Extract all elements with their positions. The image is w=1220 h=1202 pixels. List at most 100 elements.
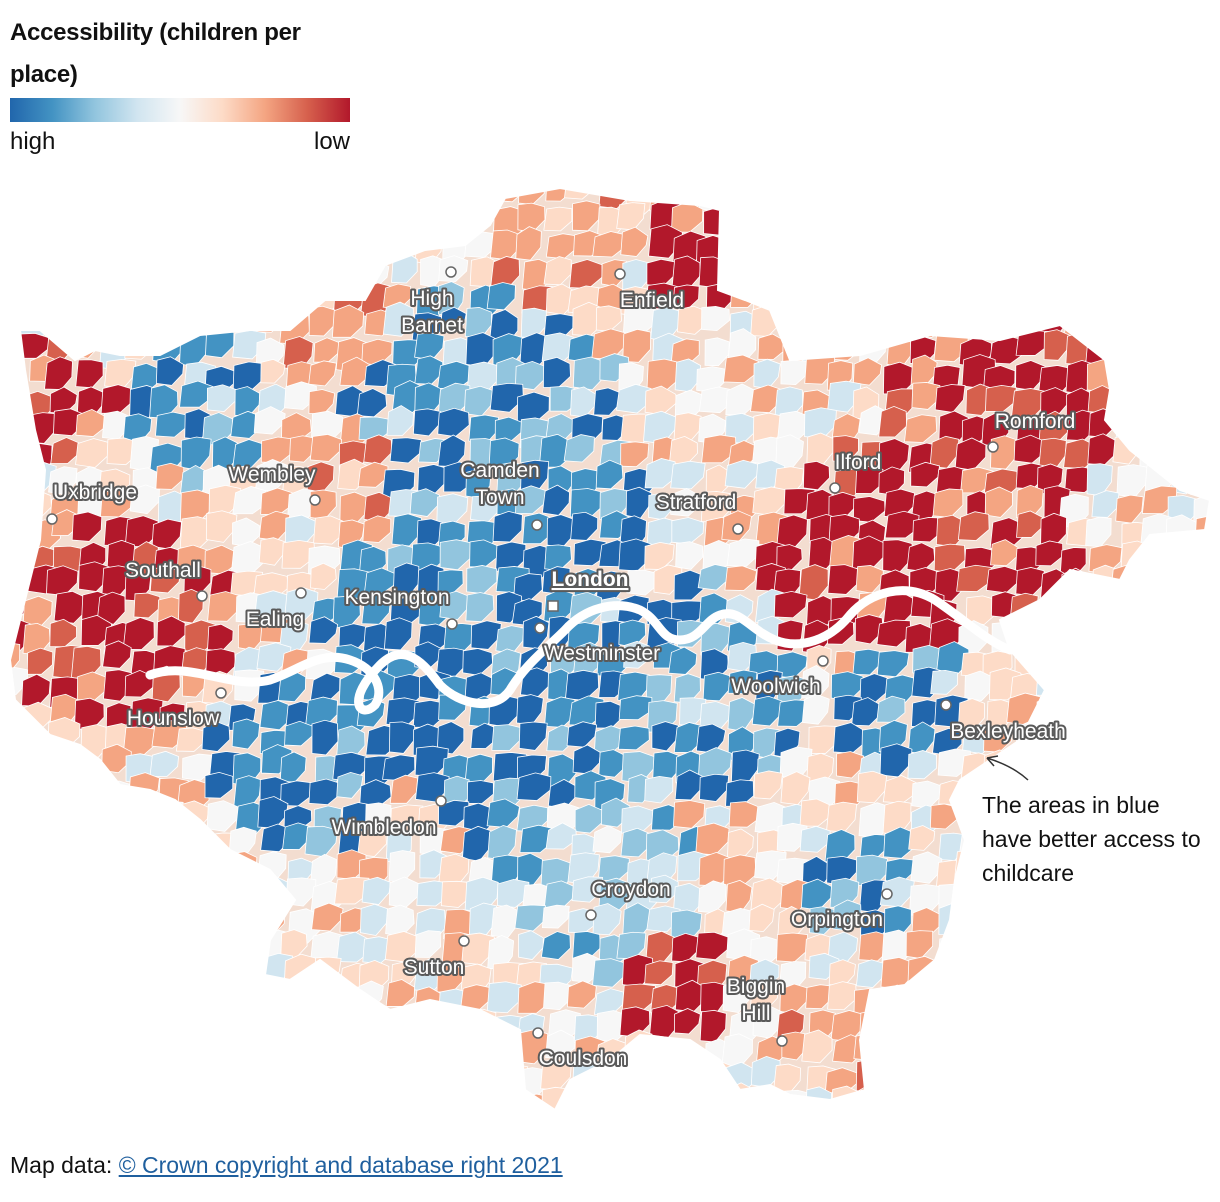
area-cell [1089,641,1120,675]
area-cell [287,285,315,314]
uxbridge-marker [46,513,58,525]
area-cell [618,725,650,751]
area-cell [1113,1061,1145,1092]
area-cell [1011,751,1040,782]
area-cell [154,800,184,827]
area-cell [412,1058,442,1084]
area-cell [385,904,415,937]
area-cell [1144,280,1180,316]
legend-low-label: low [313,128,350,155]
area-cell [1165,381,1200,411]
area-cell [174,255,206,284]
area-cell [1170,1065,1201,1100]
ilford-marker [829,482,841,494]
area-cell [878,984,914,1015]
area-cell [1168,902,1195,935]
area-cell [853,1032,889,1062]
area-cell [962,932,993,971]
area-cell [260,230,293,260]
area-cell [1116,904,1145,936]
area-cell [800,1116,827,1143]
area-cell [1012,199,1042,230]
area-cell [253,279,284,311]
area-cell [207,623,234,652]
area-cell [183,188,211,216]
area-cell [1092,200,1126,230]
area-cell [828,959,856,987]
orpington-label: Orpington [791,908,883,931]
area-cell [152,231,184,260]
area-cell [1194,306,1210,341]
area-cell [1088,960,1120,989]
crown-copyright-link[interactable]: © Crown copyright and database right 202… [118,1152,563,1178]
area-cell [231,200,263,235]
area-cell [1167,620,1194,652]
area-cell [181,1066,211,1097]
area-cell [25,930,52,964]
area-cell [957,1031,991,1067]
area-cell [1165,311,1197,340]
area-cell [1193,383,1210,415]
area-cell [905,930,934,959]
area-cell [1014,188,1046,205]
area-cell [673,673,701,704]
wembley-marker [309,494,321,506]
area-cell [1121,1038,1149,1073]
area-cell [643,1037,673,1071]
area-cell [76,983,111,1015]
area-cell [1122,596,1153,631]
enfield-marker [614,268,626,280]
area-cell [860,278,891,309]
area-cell [131,253,166,286]
area-cell [541,484,570,516]
area-cell [462,188,493,212]
area-cell [201,721,231,752]
area-cell [77,1037,106,1066]
area-cell [102,188,131,212]
area-cell [545,1120,579,1151]
area-cell [339,1032,372,1062]
area-cell [229,980,264,1013]
area-cell [106,956,132,985]
area-cell [69,900,102,935]
sutton-label: Sutton [404,956,465,979]
area-cell [237,281,267,313]
area-cell [335,188,369,209]
area-cell [1065,674,1100,702]
area-cell [10,335,24,364]
croydon-label: Croydon [591,878,670,901]
romford-marker [987,441,999,453]
area-cell [304,188,335,216]
area-cell [1147,415,1178,446]
area-cell [831,311,859,338]
area-cell [155,188,186,210]
area-cell [1114,188,1147,209]
area-cell [700,1120,731,1149]
area-cell [1067,1005,1098,1039]
area-cell [1166,726,1200,759]
area-cell [53,255,81,283]
area-cell [1035,596,1065,628]
area-cell [1010,1010,1040,1045]
area-cell [1197,1065,1210,1095]
area-cell [1014,225,1046,258]
area-cell [366,1091,397,1110]
area-cell [228,188,256,204]
area-cell [361,592,391,625]
area-cell [1035,1032,1064,1068]
area-cell [10,1090,26,1110]
area-cell [149,384,179,419]
area-cell [130,1116,157,1141]
area-cell [22,252,56,286]
area-cell [182,856,212,887]
area-cell [155,1086,183,1110]
area-cell [10,389,24,418]
area-cell [1189,539,1210,567]
area-cell [720,188,755,207]
area-cell [257,1116,288,1145]
area-cell [592,825,622,854]
area-cell [879,312,910,342]
area-cell [801,1029,833,1064]
area-cell [1089,310,1122,338]
area-cell [388,850,416,882]
